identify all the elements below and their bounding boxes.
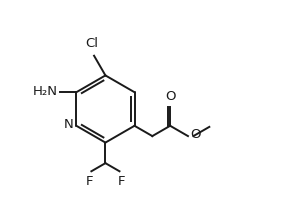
Text: N: N [64,118,74,131]
Text: H₂N: H₂N [33,85,57,98]
Text: O: O [165,90,175,103]
Text: F: F [85,175,93,187]
Text: F: F [118,175,126,187]
Text: Cl: Cl [85,37,98,50]
Text: O: O [191,128,201,141]
